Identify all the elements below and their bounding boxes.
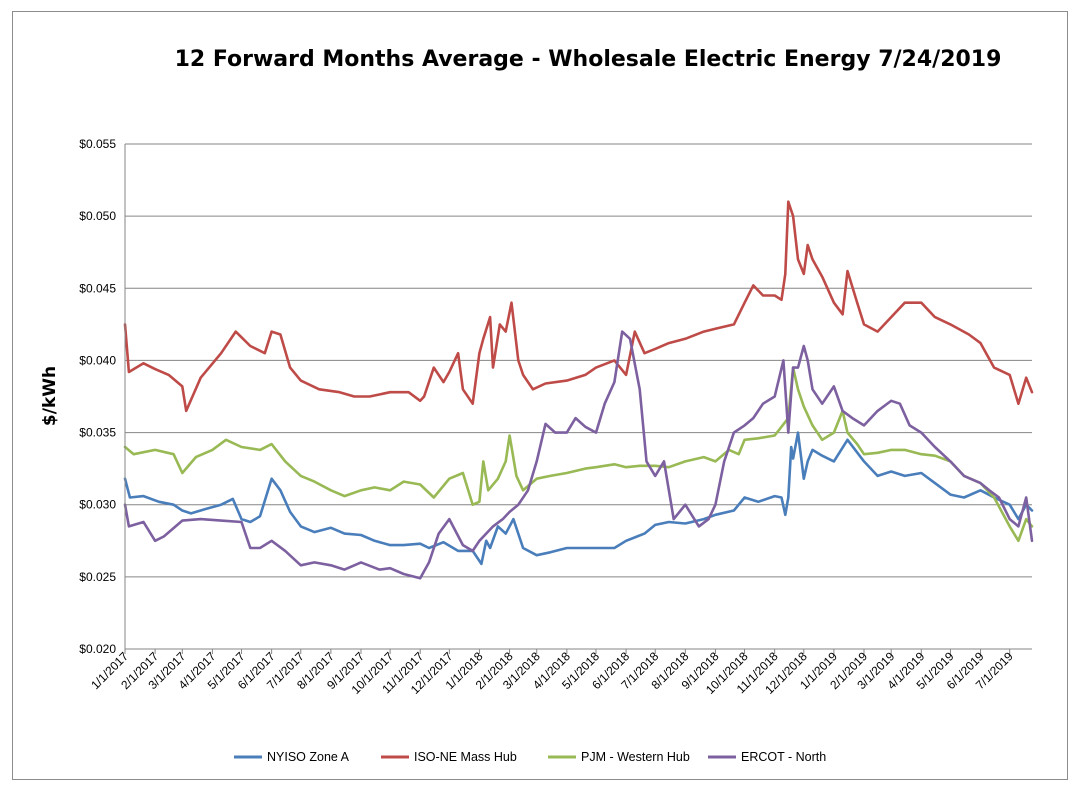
grid-lines	[125, 143, 1032, 578]
y-tick-label: $0.055	[79, 137, 116, 151]
series-line-iso-ne-mass-hub	[123, 200, 1034, 413]
y-tick-label: $0.045	[79, 281, 116, 295]
series-line-nyiso-zone-a	[123, 431, 1034, 566]
chart-title: 12 Forward Months Average - Wholesale El…	[174, 47, 1002, 72]
chart-frame	[12, 11, 1068, 780]
y-axis-tick-labels: $0.020 $0.025 $0.030 $0.035 $0.040 $0.045 $0.0…	[79, 137, 116, 656]
series-line-ercot-north	[123, 330, 1034, 580]
y-tick-label: $0.025	[79, 570, 116, 584]
legend: NYISO Zone A ISO-NE Mass Hub PJM - Western…	[234, 750, 826, 764]
legend-label-iso-ne-mass-hub: ISO-NE Mass Hub	[414, 750, 517, 764]
legend-label-pjm-western-hub: PJM - Western Hub	[581, 750, 690, 764]
series-line-pjm-western-hub	[123, 366, 1034, 543]
y-axis-label: $/kWh	[40, 366, 60, 426]
y-tick-label: $0.040	[79, 353, 116, 367]
legend-label-nyiso-zone-a: NYISO Zone A	[267, 750, 350, 764]
axes	[124, 144, 1032, 650]
x-axis-tick-labels: 1/1/20172/1/20173/1/20174/1/20175/1/2017…	[88, 649, 1016, 697]
y-tick-label: $0.050	[79, 209, 116, 223]
y-tick-label: $0.020	[79, 642, 116, 656]
series-lines	[123, 200, 1034, 580]
y-tick-label: $0.030	[79, 498, 116, 512]
legend-label-ercot-north: ERCOT - North	[741, 750, 826, 764]
y-tick-label: $0.035	[79, 426, 116, 440]
